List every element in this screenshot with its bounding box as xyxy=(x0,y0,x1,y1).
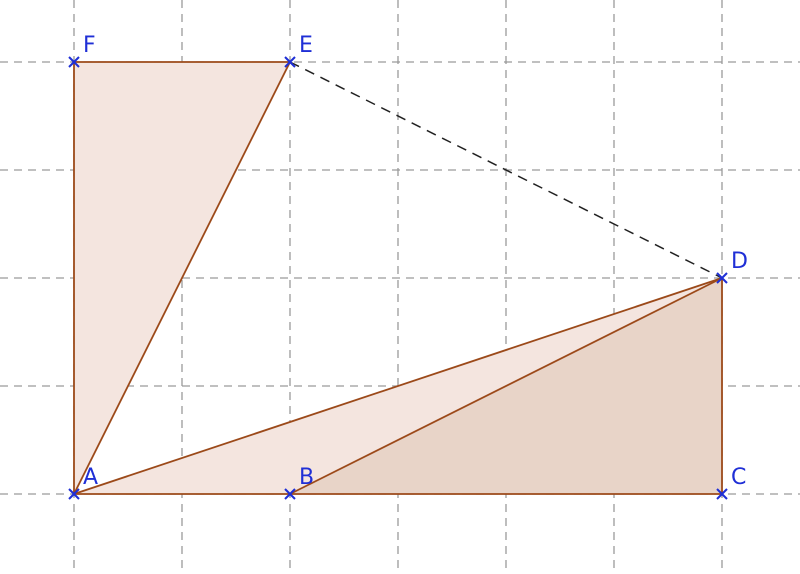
point-label: C xyxy=(731,465,746,490)
segment-AE xyxy=(73,61,291,495)
point-marker-cross xyxy=(716,488,728,500)
point-label: B xyxy=(299,465,314,490)
point-C: C xyxy=(716,465,746,500)
point-label: D xyxy=(731,249,748,274)
segments xyxy=(73,61,723,495)
point-label: A xyxy=(83,465,98,490)
point-marker-cross xyxy=(284,56,296,68)
point-marker-cross xyxy=(284,488,296,500)
point-A: A xyxy=(68,465,98,500)
point-label: E xyxy=(299,33,313,58)
segment-BD xyxy=(289,277,723,495)
point-marker-cross xyxy=(68,56,80,68)
point-B: B xyxy=(284,465,314,500)
point-marker-cross xyxy=(68,488,80,500)
point-D: D xyxy=(716,249,748,284)
points: A B C D E F xyxy=(68,33,748,500)
point-E: E xyxy=(284,33,313,68)
segment-AD xyxy=(73,277,723,495)
point-F: F xyxy=(68,33,96,68)
point-marker-cross xyxy=(716,272,728,284)
point-label: F xyxy=(83,33,96,58)
dashed-segment-ED xyxy=(289,61,723,279)
